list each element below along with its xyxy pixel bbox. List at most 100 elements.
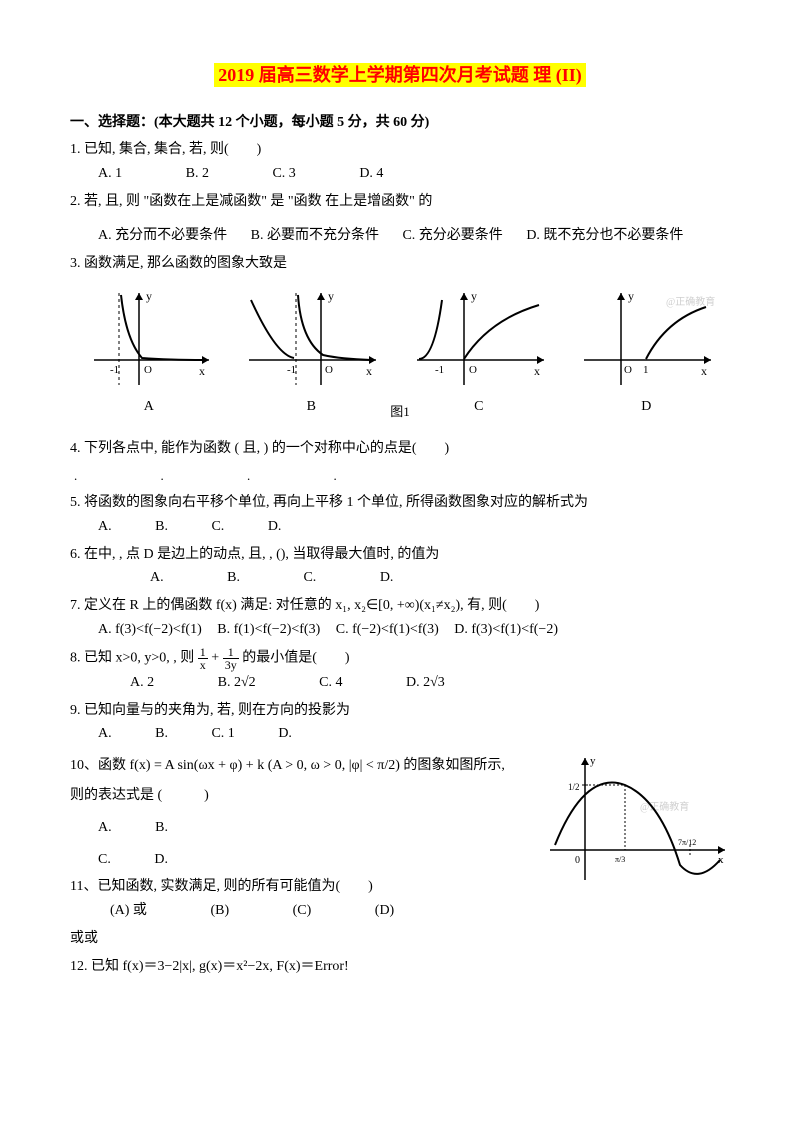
- q3-graphs: -1 O x y A -1 O x y B: [70, 285, 730, 419]
- question-12: 12. 已知 f(x)＝3−2|x|, g(x)＝x²−2x, F(x)＝Err…: [70, 955, 730, 979]
- title-text: 2019 届高三数学上学期第四次月考试题 理 (II): [214, 63, 586, 87]
- q10-options-row1: A. B.: [98, 816, 540, 840]
- question-3: 3. 函数满足, 那么函数的图象大致是: [70, 252, 730, 276]
- q9-text: 9. 已知向量与的夹角为, 若, 则在方向的投影为: [70, 703, 350, 718]
- q1-opt-d: D. 4: [359, 162, 383, 186]
- q1-opt-a: A. 1: [98, 162, 122, 186]
- q8-options: A. 2 B. 2√2 C. 4 D. 2√3: [130, 671, 730, 695]
- q8-plus: +: [211, 651, 219, 666]
- q9-opt-a: A.: [98, 722, 112, 746]
- svg-text:x: x: [534, 364, 540, 378]
- q7-options: A. f(3)<f(−2)<f(1) B. f(1)<f(−2)<f(3) C.…: [98, 618, 730, 642]
- q8-frac2: 13y: [223, 646, 239, 671]
- q10-opt-a: A.: [98, 816, 112, 840]
- question-11: 11、已知函数, 实数满足, 则的所有可能值为( ) (A) 或 (B) (C)…: [70, 875, 540, 923]
- svg-text:x: x: [701, 364, 707, 378]
- q8-opt-c: C. 4: [319, 671, 342, 695]
- q1-text: 1. 已知, 集合, 集合, 若, 则( ): [70, 142, 261, 157]
- q7-text: 7. 定义在 R 上的偶函数 f(x) 满足: 对任意的 x₁, x₂∈[0, …: [70, 598, 539, 613]
- q2-opt-a: A. 充分而不必要条件: [98, 228, 227, 243]
- q10-chart: y x 0 1/2 π/3 7π/12 @正确教育: [540, 750, 730, 899]
- q6-options: A. B. C. D.: [150, 566, 730, 590]
- svg-text:y: y: [471, 289, 477, 303]
- question-4: 4. 下列各点中, 能作为函数 ( 且, ) 的一个对称中心的点是( ): [70, 437, 730, 461]
- svg-text:y: y: [628, 289, 634, 303]
- question-8: 8. 已知 x>0, y>0, , 则 1x + 13y 的最小值是( ) A.…: [70, 646, 730, 695]
- q5-text: 5. 将函数的图象向右平移个单位, 再向上平移 1 个单位, 所得函数图象对应的…: [70, 495, 588, 510]
- question-2: 2. 若, 且, 则 "函数在上是减函数" 是 "函数 在上是增函数" 的 A.…: [70, 190, 730, 248]
- q1-opt-b: B. 2: [186, 162, 209, 186]
- svg-text:O: O: [469, 364, 477, 376]
- graph-b-label: B: [241, 395, 381, 419]
- q5-opt-d: D.: [268, 515, 282, 539]
- svg-text:-1: -1: [287, 364, 296, 376]
- q8-frac1: 1x: [198, 646, 208, 671]
- q11-tail: 或或: [70, 927, 730, 951]
- q11-opt-c: (C): [293, 899, 312, 923]
- q8-mid: 的最小值是( ): [242, 651, 349, 666]
- svg-text:x: x: [199, 364, 205, 378]
- question-9: 9. 已知向量与的夹角为, 若, 则在方向的投影为 A. B. C. 1 D.: [70, 699, 730, 747]
- q11-opt-b: (B): [210, 899, 229, 923]
- svg-text:1: 1: [643, 364, 649, 376]
- page-title: 2019 届高三数学上学期第四次月考试题 理 (II): [70, 60, 730, 91]
- graph-d: O 1 x y @正确教育 D: [576, 285, 716, 419]
- graph-c: -1 O x y C: [409, 285, 549, 419]
- q10-opt-c: C.: [98, 848, 111, 872]
- svg-text:1/2: 1/2: [568, 782, 580, 792]
- q2-opt-b: B. 必要而不充分条件: [251, 228, 379, 243]
- graph-c-label: C: [409, 395, 549, 419]
- graph-b: -1 O x y B: [241, 285, 381, 419]
- q5-opt-a: A.: [98, 515, 112, 539]
- svg-text:0: 0: [575, 855, 580, 866]
- question-1: 1. 已知, 集合, 集合, 若, 则( ) A. 1 B. 2 C. 3 D.…: [70, 138, 730, 186]
- q2-opt-d: D. 既不充分也不必要条件: [526, 228, 683, 243]
- q1-opt-c: C. 3: [272, 162, 295, 186]
- q9-opt-b: B.: [155, 722, 168, 746]
- q2-opt-c: C. 充分必要条件: [402, 228, 502, 243]
- q12-text: 12. 已知 f(x)＝3−2|x|, g(x)＝x²−2x, F(x)＝Err…: [70, 959, 349, 974]
- q4-text: 4. 下列各点中, 能作为函数 ( 且, ) 的一个对称中心的点是( ): [70, 441, 449, 456]
- svg-text:O: O: [624, 364, 632, 376]
- graph-d-label: D: [576, 395, 716, 419]
- q6-opt-c: C.: [303, 566, 316, 590]
- q6-opt-d: D.: [380, 566, 394, 590]
- q6-opt-a: A.: [150, 566, 164, 590]
- q3-text: 3. 函数满足, 那么函数的图象大致是: [70, 256, 287, 271]
- svg-text:O: O: [144, 364, 152, 376]
- q8-opt-d: D. 2√3: [406, 671, 445, 695]
- graph-a-label: A: [84, 395, 214, 419]
- q9-opt-d: D.: [278, 722, 292, 746]
- section-1-header: 一、选择题：(本大题共 12 个小题，每小题 5 分，共 60 分): [70, 111, 730, 135]
- question-10: 10、函数 f(x) = A sin(ωx + φ) + k (A > 0, ω…: [70, 754, 540, 778]
- q11-opt-a: (A) 或: [110, 899, 147, 923]
- svg-text:-1: -1: [110, 364, 119, 376]
- q10-options-row2: C. D.: [98, 848, 540, 872]
- svg-text:7π/12: 7π/12: [678, 838, 696, 847]
- q7-opt-d: D. f(3)<f(1)<f(−2): [454, 622, 558, 637]
- q9-options: A. B. C. 1 D.: [98, 722, 730, 746]
- q11-text: 11、已知函数, 实数满足, 则的所有可能值为( ): [70, 879, 373, 894]
- q5-opt-b: B.: [155, 515, 168, 539]
- figure-1-label: 图1: [390, 401, 410, 423]
- q10-opt-b: B.: [155, 816, 168, 840]
- q8-opt-b: B. 2√2: [218, 671, 256, 695]
- q7-opt-b: B. f(1)<f(−2)<f(3): [217, 622, 320, 637]
- q6-text: 6. 在中, , 点 D 是边上的动点, 且, , (), 当取得最大值时, 的…: [70, 547, 439, 562]
- q1-options: A. 1 B. 2 C. 3 D. 4: [98, 162, 730, 186]
- q5-opt-c: C.: [211, 515, 224, 539]
- svg-text:-1: -1: [435, 364, 444, 376]
- svg-text:x: x: [366, 364, 372, 378]
- q7-opt-c: C. f(−2)<f(1)<f(3): [336, 622, 439, 637]
- question-10-row: 10、函数 f(x) = A sin(ωx + φ) + k (A > 0, ω…: [70, 750, 730, 927]
- svg-text:y: y: [328, 289, 334, 303]
- svg-text:y: y: [146, 289, 152, 303]
- q7-opt-a: A. f(3)<f(−2)<f(1): [98, 622, 202, 637]
- q10-text: 10、函数 f(x) = A sin(ωx + φ) + k (A > 0, ω…: [70, 758, 505, 773]
- q11-options: (A) 或 (B) (C) (D): [110, 899, 540, 923]
- q2-text: 2. 若, 且, 则 "函数在上是减函数" 是 "函数 在上是增函数" 的: [70, 190, 730, 214]
- q9-opt-c: C. 1: [211, 722, 234, 746]
- question-6: 6. 在中, , 点 D 是边上的动点, 且, , (), 当取得最大值时, 的…: [70, 543, 730, 591]
- svg-text:y: y: [590, 755, 596, 767]
- q2-options: A. 充分而不必要条件 B. 必要而不充分条件 C. 充分必要条件 D. 既不充…: [98, 224, 730, 248]
